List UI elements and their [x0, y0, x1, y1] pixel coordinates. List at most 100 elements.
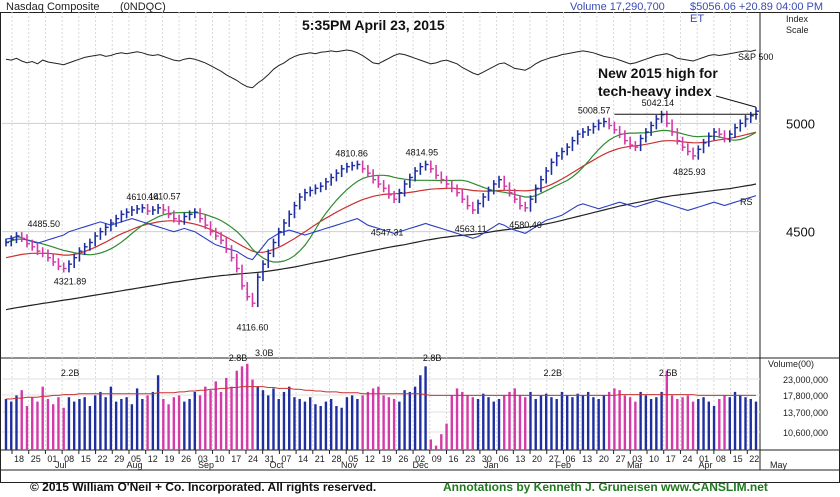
x-tick-label: 06 — [499, 454, 509, 464]
price-extreme-label: 4810.86 — [335, 148, 368, 158]
x-tick-label: 22 — [98, 454, 108, 464]
x-tick-label: 01 — [47, 454, 57, 464]
x-tick-label: 10 — [215, 454, 225, 464]
x-tick-label: 24 — [682, 454, 692, 464]
ma21-line — [5, 129, 757, 263]
price-extreme-label: 4116.60 — [237, 323, 269, 333]
x-tick-label: 27 — [549, 454, 559, 464]
month-label: Oct — [270, 460, 285, 470]
x-tick-label: 07 — [281, 454, 291, 464]
x-tick-label: 17 — [231, 454, 241, 464]
x-tick-label: 20 — [532, 454, 542, 464]
index-name: Nasdaq Composite — [6, 1, 100, 13]
month-label: Feb — [556, 460, 572, 470]
x-tick-label: 28 — [332, 454, 342, 464]
x-tick-label: 12 — [148, 454, 158, 464]
x-tick-label: 05 — [131, 454, 141, 464]
x-tick-label: 02 — [415, 454, 425, 464]
scale-label-line-2: Scale — [786, 25, 809, 35]
index-scale-label: Index Scale — [786, 14, 809, 36]
sp500-line — [5, 49, 757, 89]
x-tick-label: 08 — [64, 454, 74, 464]
annotation-line-1: New 2015 high for — [598, 65, 718, 81]
volume-tick-label: 10,600,000 — [783, 428, 828, 438]
price-extreme-label: 4814.95 — [406, 147, 439, 157]
volume-ma-line — [6, 386, 756, 400]
x-tick-label: 20 — [599, 454, 609, 464]
month-label: Mar — [627, 460, 643, 470]
x-tick-label: 26 — [181, 454, 191, 464]
month-label: Dec — [413, 460, 430, 470]
x-tick-label: 26 — [398, 454, 408, 464]
x-tick-label: 08 — [716, 454, 726, 464]
rs-line — [5, 195, 757, 261]
x-tick-label: 19 — [382, 454, 392, 464]
price-extreme-label: 4321.89 — [54, 276, 87, 286]
x-tick-label: 25 — [31, 454, 41, 464]
price-tick-label: 5000 — [786, 116, 815, 131]
month-label: Sep — [198, 460, 214, 470]
x-tick-label: 14 — [298, 454, 308, 464]
x-tick-label: 03 — [198, 454, 208, 464]
annotation-note: New 2015 high for tech-heavy index — [598, 64, 738, 100]
x-tick-label: 17 — [666, 454, 676, 464]
volume-spike-label: 2.2B — [543, 368, 562, 378]
month-label: May — [770, 460, 788, 470]
price-extreme-label: 4547.31 — [371, 227, 404, 237]
volume-tick-label: 23,000,000 — [783, 375, 828, 385]
x-tick-label: 12 — [365, 454, 375, 464]
volume-axis-label: Volume(00) — [768, 359, 815, 369]
x-tick-label: 03 — [632, 454, 642, 464]
x-tick-label: 21 — [315, 454, 325, 464]
volume-spike-label: 2.2B — [61, 368, 80, 378]
volume-spike-label: 2.8B — [423, 353, 442, 363]
x-tick-label: 16 — [448, 454, 458, 464]
x-tick-label: 15 — [733, 454, 743, 464]
month-label: Jul — [55, 460, 67, 470]
x-tick-label: 29 — [114, 454, 124, 464]
price-extreme-label: 5042.14 — [642, 98, 675, 108]
credit-text: Annotations by Kenneth J. Gruneisen www.… — [443, 480, 768, 494]
x-tick-label: 01 — [699, 454, 709, 464]
chart-title: 5:35PM April 23, 2015 — [302, 17, 445, 33]
x-tick-label: 13 — [515, 454, 525, 464]
price-extreme-label: 4580.46 — [509, 220, 542, 230]
time-value: 04:00 PM ET — [690, 1, 824, 25]
index-symbol: (0NDQC) — [120, 1, 166, 13]
x-tick-label: 22 — [749, 454, 759, 464]
volume-spike-label: 3.0B — [255, 348, 274, 358]
price-extreme-label: 4610.14 — [126, 192, 159, 202]
price-extreme-label: 4610.57 — [148, 192, 181, 202]
x-tick-label: 18 — [14, 454, 24, 464]
ma200-line — [5, 183, 757, 311]
scale-label-line-1: Index — [786, 14, 809, 24]
price-readout: $5056.06 +20.89 04:00 PM ET — [690, 1, 840, 25]
x-tick-label: 09 — [432, 454, 442, 464]
volume-spike-label: 2.8B — [229, 353, 248, 363]
volume-spike-label: 2.5B — [659, 368, 678, 378]
price-tick-label: 4500 — [786, 225, 815, 240]
x-tick-label: 15 — [81, 454, 91, 464]
price-value: $5056.06 +20.89 — [690, 1, 773, 13]
x-tick-label: 10 — [649, 454, 659, 464]
month-label: Nov — [341, 460, 358, 470]
volume-tick-label: 17,800,000 — [783, 391, 828, 401]
month-label: Apr — [699, 460, 713, 470]
price-extreme-label: 4563.11 — [455, 224, 487, 234]
ma50-line — [5, 131, 757, 259]
x-tick-label: 31 — [265, 454, 275, 464]
price-extreme-label: 4485.50 — [27, 219, 60, 229]
month-label: Aug — [127, 460, 143, 470]
x-tick-label: 23 — [465, 454, 475, 464]
rs-label: RS — [740, 197, 753, 207]
x-tick-label: 05 — [348, 454, 358, 464]
annotation-arrow — [715, 95, 757, 108]
x-tick-label: 06 — [565, 454, 575, 464]
x-tick-label: 24 — [248, 454, 258, 464]
x-tick-label: 27 — [616, 454, 626, 464]
x-tick-label: 19 — [164, 454, 174, 464]
month-label: Jan — [484, 460, 499, 470]
sp500-label: S&P 500 — [738, 52, 773, 62]
